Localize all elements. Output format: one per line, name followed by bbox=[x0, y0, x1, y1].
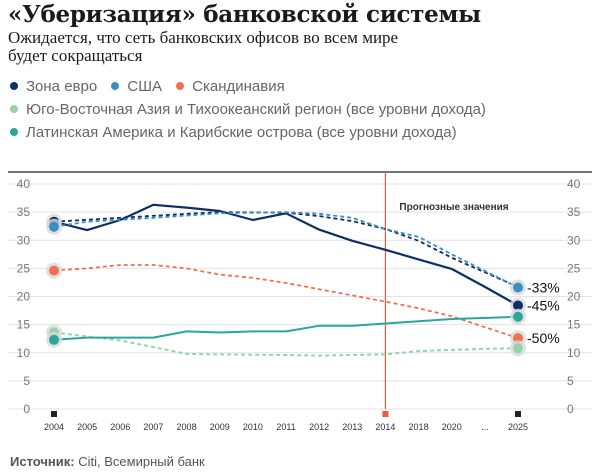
change-label: -45% bbox=[527, 298, 560, 314]
legend-dot-icon bbox=[10, 82, 18, 90]
legend-item-asia-pacific: Юго-Восточная Азия и Тихоокеанский регио… bbox=[10, 98, 486, 121]
legend-dot-icon bbox=[10, 128, 18, 136]
x-tick-label: 2011 bbox=[276, 422, 295, 432]
change-label: -33% bbox=[527, 280, 560, 296]
endpoint-marker bbox=[513, 311, 523, 322]
x-tick-label: 2007 bbox=[143, 422, 163, 432]
y-tick-label-left: 30 bbox=[17, 233, 31, 247]
legend: Зона евро США Скандинавия Юго-Восточная … bbox=[10, 75, 496, 144]
y-tick-label-left: 35 bbox=[17, 205, 31, 219]
y-tick-label-right: 25 bbox=[567, 261, 581, 275]
x-tick-label: 2006 bbox=[110, 422, 130, 432]
x-tick-label: 2008 bbox=[177, 422, 197, 432]
y-tick-label-left: 25 bbox=[17, 261, 31, 275]
y-tick-label-left: 10 bbox=[17, 346, 31, 360]
legend-label: Скандинавия bbox=[192, 78, 285, 95]
chart-title: «Уберизация» банковской системы bbox=[8, 1, 481, 28]
y-tick-label-right: 0 bbox=[567, 402, 574, 416]
series-line-trend bbox=[53, 264, 519, 339]
endpoint-marker bbox=[49, 221, 59, 232]
x-tick-label: 2005 bbox=[77, 422, 97, 432]
x-tick-mark bbox=[51, 411, 57, 417]
endpoint-marker bbox=[513, 300, 523, 311]
series-line-trend bbox=[53, 331, 519, 357]
change-label: -50% bbox=[527, 330, 560, 346]
endpoint-marker bbox=[513, 282, 523, 293]
y-tick-label-right: 30 bbox=[567, 233, 581, 247]
series-line-trend bbox=[53, 211, 519, 289]
forecast-label: Прогнозные значения bbox=[399, 202, 508, 213]
endpoint-marker bbox=[49, 334, 59, 345]
series-line-trend bbox=[53, 211, 519, 288]
legend-label: Латинская Америка и Карибские острова (в… bbox=[26, 124, 457, 141]
source-text: Citi, Всемирный банк bbox=[78, 454, 205, 469]
y-tick-label-right: 35 bbox=[567, 205, 581, 219]
x-tick-label: ... bbox=[481, 422, 489, 432]
legend-item-scandinavia: Скандинавия bbox=[176, 75, 285, 98]
y-tick-label-right: 5 bbox=[567, 374, 574, 388]
x-tick-mark bbox=[515, 411, 521, 417]
y-tick-label-left: 0 bbox=[23, 402, 30, 416]
y-tick-label-left: 20 bbox=[17, 290, 31, 304]
y-tick-label-right: 10 bbox=[567, 346, 581, 360]
x-tick-label: 2025 bbox=[508, 422, 528, 432]
endpoint-marker bbox=[513, 343, 523, 354]
legend-row: Зона евро США Скандинавия bbox=[10, 75, 496, 98]
x-tick-label: 2013 bbox=[342, 422, 362, 432]
x-tick-mark bbox=[382, 411, 389, 417]
legend-label: Зона евро bbox=[26, 78, 98, 95]
x-tick-label: 2014 bbox=[375, 422, 395, 432]
x-tick-label: 2010 bbox=[243, 422, 263, 432]
legend-row: Латинская Америка и Карибские острова (в… bbox=[10, 121, 496, 144]
x-tick-label: 2004 bbox=[44, 422, 64, 432]
legend-dot-icon bbox=[111, 82, 120, 90]
y-tick-label-right: 20 bbox=[567, 290, 581, 304]
legend-item-eurozone: Зона евро bbox=[10, 75, 97, 98]
x-tick-label: 2020 bbox=[442, 422, 462, 432]
legend-item-usa: США bbox=[111, 75, 162, 98]
legend-label: Юго-Восточная Азия и Тихоокеанский регио… bbox=[26, 101, 486, 118]
y-tick-label-right: 40 bbox=[567, 177, 581, 191]
endpoint-marker bbox=[513, 333, 523, 344]
y-tick-label-left: 5 bbox=[23, 374, 30, 388]
legend-row: Юго-Восточная Азия и Тихоокеанский регио… bbox=[10, 98, 496, 121]
y-tick-label-right: 15 bbox=[567, 318, 581, 332]
y-tick-label-left: 40 bbox=[17, 177, 31, 191]
legend-dot-icon bbox=[176, 82, 185, 90]
x-tick-label: 2012 bbox=[309, 422, 329, 432]
endpoint-marker bbox=[49, 265, 59, 276]
legend-label: США bbox=[127, 78, 162, 95]
legend-dot-icon bbox=[10, 105, 18, 113]
y-tick-label-left: 15 bbox=[17, 318, 31, 332]
source-label: Источник: bbox=[10, 454, 75, 469]
series-line-trend bbox=[53, 315, 519, 341]
x-tick-label: 2009 bbox=[210, 422, 230, 432]
chart-subtitle: Ожидается, что сеть банковских офисов во… bbox=[8, 28, 399, 65]
legend-item-latin-america: Латинская Америка и Карибские острова (в… bbox=[10, 121, 457, 144]
source-note: Источник: Citi, Всемирный банк bbox=[10, 454, 205, 469]
x-tick-label: 2018 bbox=[409, 422, 429, 432]
